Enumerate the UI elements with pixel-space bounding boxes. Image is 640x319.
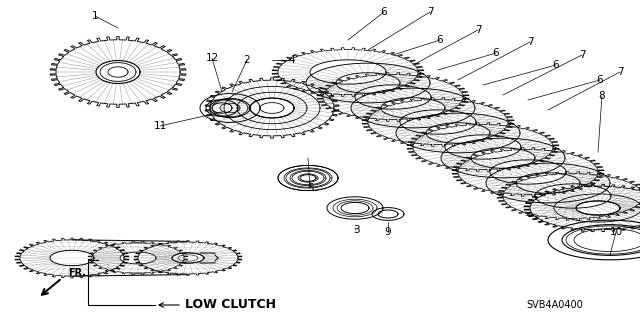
Text: 8: 8	[598, 91, 605, 101]
Text: 6: 6	[381, 7, 387, 17]
Text: 5: 5	[307, 183, 314, 193]
Text: 7: 7	[527, 37, 533, 47]
Text: 9: 9	[385, 227, 391, 237]
Text: 1: 1	[92, 11, 99, 21]
Text: 6: 6	[436, 35, 444, 45]
Text: 4: 4	[289, 55, 295, 65]
Text: 7: 7	[617, 67, 623, 77]
Text: 7: 7	[427, 7, 433, 17]
Text: FR.: FR.	[68, 268, 86, 278]
Text: 6: 6	[596, 75, 604, 85]
Text: 6: 6	[553, 60, 559, 70]
Text: 3: 3	[353, 225, 359, 235]
Text: 7: 7	[475, 25, 481, 35]
Text: 6: 6	[493, 48, 499, 58]
Text: 7: 7	[579, 50, 586, 60]
Text: 10: 10	[609, 227, 623, 237]
Text: 12: 12	[205, 53, 219, 63]
Text: 11: 11	[154, 121, 166, 131]
Text: 2: 2	[244, 55, 250, 65]
Text: SVB4A0400: SVB4A0400	[527, 300, 584, 310]
Text: LOW CLUTCH: LOW CLUTCH	[185, 299, 276, 311]
